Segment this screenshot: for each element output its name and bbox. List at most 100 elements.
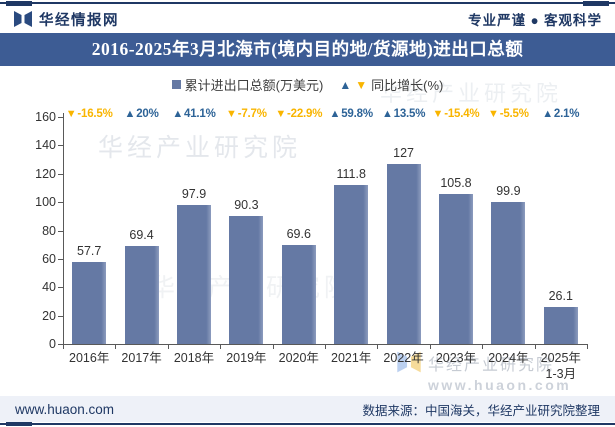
down-triangle-icon: ▼ [355, 77, 368, 92]
up-triangle-icon: ▲ [172, 107, 184, 120]
bar-value-label: 97.9 [181, 187, 207, 202]
y-axis-tick [58, 344, 63, 345]
x-axis-label: 2019年 [226, 351, 267, 365]
y-axis-label: 160 [35, 110, 56, 124]
x-axis-label: 2023年 [435, 351, 477, 365]
growth-value: 13.5% [393, 107, 426, 120]
growth-value: 59.8% [341, 107, 373, 120]
bar [543, 306, 578, 344]
watermark-logo-icon [397, 351, 421, 373]
watermark-url: www.huaon.com [428, 377, 572, 393]
y-axis-label: 40 [42, 280, 56, 295]
x-axis-label: 2020年 [278, 351, 319, 365]
up-triangle-icon: ▲ [329, 107, 341, 120]
y-axis-label: 120 [35, 166, 56, 181]
y-axis-tick [58, 258, 63, 260]
bar [334, 185, 369, 344]
header: 华经情报网 专业严谨 ● 客观科学 [13, 7, 602, 31]
bar [229, 215, 264, 344]
bar-value-label: 99.9 [496, 184, 521, 199]
y-axis-tick [58, 145, 63, 147]
growth-label: ▼ -7.7% [220, 106, 272, 121]
x-axis-tick [167, 345, 169, 349]
up-triangle-icon: ▲ [381, 107, 393, 120]
growth-label: ▼ -15.4% [430, 106, 482, 121]
x-axis-tick [115, 345, 117, 349]
x-axis-tick [325, 345, 326, 349]
growth-value: -7.7% [237, 107, 267, 120]
top-right-dash [583, 1, 609, 6]
brand-name: 华经情报网 [39, 12, 119, 29]
bar-series-swatch-icon [171, 80, 181, 89]
growth-value: -16.5% [77, 107, 113, 120]
bar [124, 245, 159, 344]
bar [72, 262, 107, 344]
top-left-dash [6, 1, 32, 6]
y-axis-tick [58, 287, 63, 289]
x-axis-tick [220, 345, 222, 349]
chart-title: 2016-2025年3月北海市(境内目的地/货源地)进出口总额 [0, 33, 615, 66]
x-axis-tick [534, 345, 536, 349]
bar-value-label: 69.4 [129, 227, 154, 242]
growth-value: -5.5% [499, 107, 529, 120]
watermark-name: 华经产业研究院 [428, 357, 555, 374]
x-axis-tick [272, 345, 274, 349]
growth-label: ▼ -5.5% [482, 106, 534, 121]
x-axis-tick [587, 345, 588, 349]
growth-label: ▲ 41.1% [168, 106, 220, 121]
down-triangle-icon: ▼ [226, 107, 237, 120]
bar-value-label: 69.6 [286, 227, 311, 242]
y-axis-line [63, 113, 64, 345]
down-triangle-icon: ▼ [65, 107, 77, 120]
y-axis-tick [58, 117, 63, 118]
growth-value: -22.9% [287, 107, 323, 120]
bar [177, 205, 211, 344]
chart-legend: 累计进出口总额(万美元) ▲ ▼ 同比增长(%) [0, 75, 615, 94]
growth-value: 41.1% [184, 107, 216, 120]
up-triangle-icon: ▲ [124, 107, 136, 120]
x-axis-label: 2021年 [331, 351, 372, 365]
watermark-text: 华经产业研究院 [98, 135, 302, 162]
bottom-divider [0, 423, 615, 425]
legend-item-bar: 累计进出口总额(万美元) [171, 75, 323, 94]
x-axis-label: 2022年 [383, 351, 424, 365]
y-axis-tick [58, 315, 63, 317]
x-axis-line [63, 344, 588, 345]
bar-value-label: 127 [393, 145, 415, 160]
x-axis-tick [377, 345, 379, 349]
bar-value-label: 26.1 [548, 288, 573, 303]
up-triangle-icon: ▲ [339, 77, 352, 92]
footer: www.huaon.com 数据来源：中国海关，华经产业研究院整理 [0, 396, 615, 422]
footer-data-source: 数据来源：中国海关，华经产业研究院整理 [362, 403, 600, 418]
y-axis-label: 100 [35, 195, 56, 210]
growth-label: ▲ 20% [115, 106, 167, 121]
growth-label: ▲ 59.8% [325, 106, 377, 121]
x-axis-label: 2025年 1-3月 [529, 350, 593, 383]
bar-value-label: 105.8 [440, 175, 472, 190]
y-axis-tick [58, 173, 63, 175]
footer-site-link[interactable]: www.huaon.com [15, 401, 115, 417]
growth-label: ▼ -22.9% [273, 106, 325, 121]
watermark-bottom-right: 华经产业研究院 www.huaon.com [396, 351, 571, 393]
bar [386, 163, 421, 344]
up-triangle-icon: ▲ [542, 107, 553, 120]
down-triangle-icon: ▼ [432, 107, 444, 120]
bar [491, 202, 526, 344]
bar-value-label: 57.7 [77, 244, 102, 259]
x-axis-tick [482, 345, 484, 349]
bar [439, 193, 473, 344]
x-axis-label: 2024年 [488, 351, 529, 365]
y-axis-tick [58, 230, 63, 232]
brand-logo-icon [14, 11, 32, 27]
bar [281, 245, 316, 344]
legend-growth-label: 同比增长(%) [371, 78, 444, 93]
growth-label: ▼ -16.5% [63, 106, 115, 121]
y-axis-label: 0 [49, 337, 56, 351]
header-tagline: 专业严谨 ● 客观科学 [468, 13, 602, 28]
x-axis-tick [429, 345, 431, 349]
x-axis-sublabel: 1-3月 [545, 367, 577, 382]
brand: 华经情报网 [13, 9, 119, 30]
down-triangle-icon: ▼ [488, 107, 499, 120]
watermark-text: 华经产业研究院 [380, 81, 563, 106]
